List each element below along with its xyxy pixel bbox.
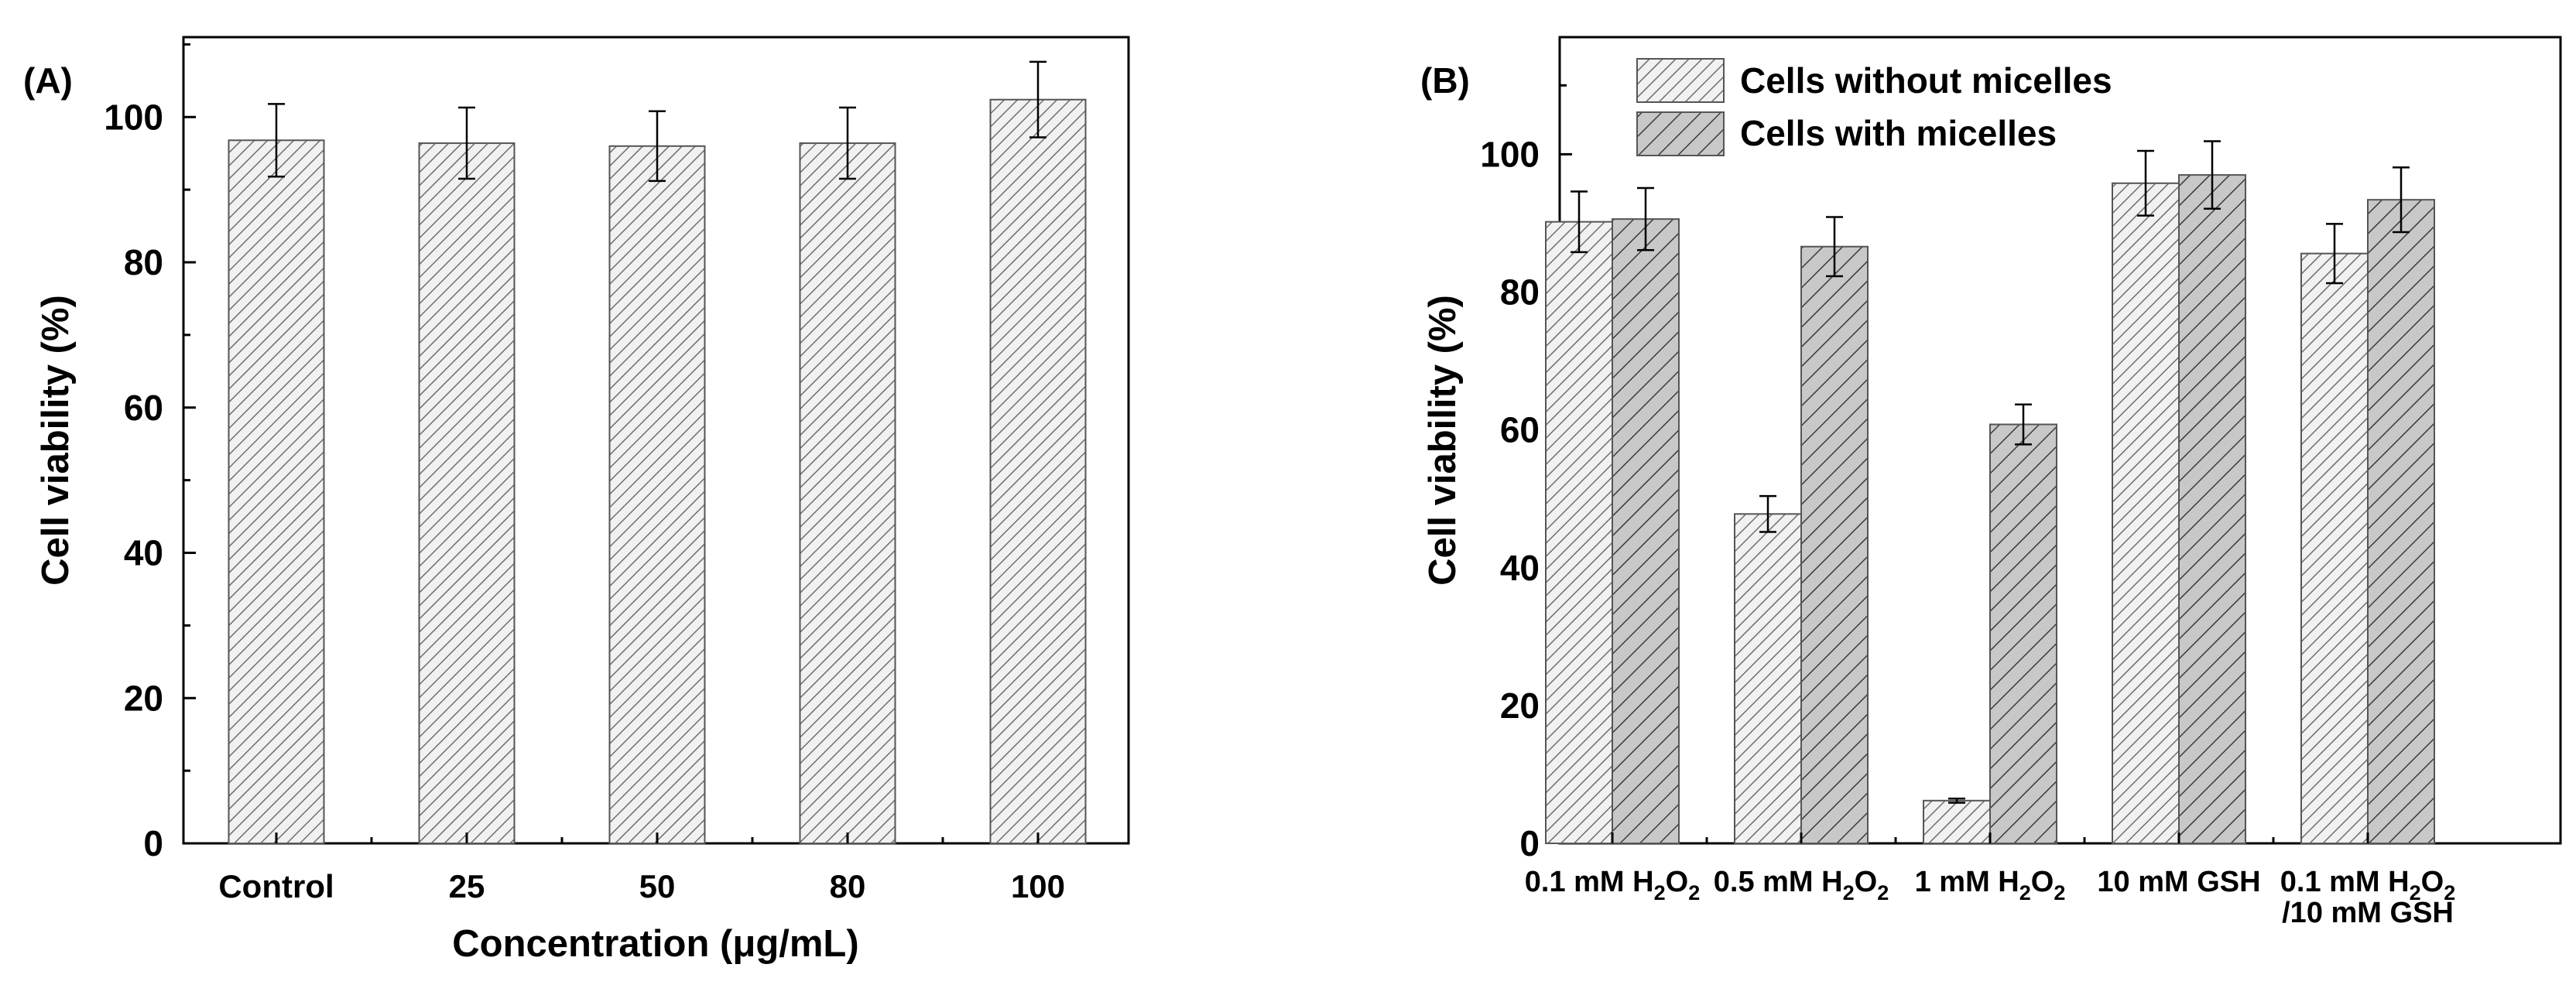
a-bar xyxy=(418,142,516,845)
a-y-tick-label: 80 xyxy=(124,242,163,282)
a-y-tick-label: 100 xyxy=(104,97,163,137)
b-bar xyxy=(1923,799,1991,845)
legend-label-without-micelles: Cells without micelles xyxy=(1740,60,2112,101)
b-bar xyxy=(1989,423,2057,844)
a-x-tick-label: 100 xyxy=(1011,868,1065,904)
a-bar xyxy=(608,145,706,845)
a-x-tick-label: 80 xyxy=(830,868,866,904)
a-y-tick-label: 20 xyxy=(124,678,163,718)
b-y-tick-label: 40 xyxy=(1500,548,1540,588)
legend-swatch-with-micelles xyxy=(1636,111,1725,156)
a-x-tick-label: 25 xyxy=(449,868,485,904)
b-bar xyxy=(2300,252,2369,844)
b-y-tick-label: 0 xyxy=(1519,823,1540,863)
panel-a-bars xyxy=(228,60,1087,845)
b-bar xyxy=(1800,245,1869,844)
b-x-tick-label: 0.1 mM H2O2 xyxy=(1525,866,1700,904)
b-y-tick-label: 60 xyxy=(1500,410,1540,450)
panel-b-legend: Cells without micelles Cells with micell… xyxy=(1636,58,2112,156)
b-bar xyxy=(2112,182,2180,845)
b-x-tick-label-line2: /10 mM GSH xyxy=(2282,897,2454,929)
a-x-tick-label: Control xyxy=(218,868,334,904)
a-bar xyxy=(989,98,1087,845)
b-x-tick-label: 10 mM GSH xyxy=(2097,866,2260,898)
panel-a-y-ticks: 0 20 40 60 80 100 xyxy=(104,43,196,863)
panel-a-x-ticks: Control 25 50 80 100 xyxy=(218,833,1065,904)
b-x-tick-label: 0.1 mM H2O2 xyxy=(2280,866,2455,904)
a-x-tick-label: 50 xyxy=(639,868,676,904)
panel-a-label: (A) xyxy=(23,60,73,101)
a-bar xyxy=(799,142,896,845)
b-bar xyxy=(1612,218,1680,845)
legend-swatch-without-micelles xyxy=(1636,58,1725,103)
panel-a-y-axis-title: Cell viability (%) xyxy=(35,295,77,586)
b-x-tick-label: 1 mM H2O2 xyxy=(1915,866,2066,904)
panel-b-y-axis-title: Cell viability (%) xyxy=(1422,295,1464,586)
panel-b-label: (B) xyxy=(1420,60,1470,101)
legend-label-with-micelles: Cells with micelles xyxy=(1740,113,2057,153)
b-bar xyxy=(1734,513,1802,844)
b-y-tick-label: 20 xyxy=(1500,686,1540,726)
panel-b-bars xyxy=(1545,140,2435,845)
b-x-tick-label: 0.5 mM H2O2 xyxy=(1714,866,1889,904)
panel-b-x-ticks: 0.1 mM H2O2 0.5 mM H2O2 1 mM H2O2 10 mM GSH… xyxy=(1525,833,2455,929)
a-y-tick-label: 0 xyxy=(143,823,163,863)
b-y-tick-label: 80 xyxy=(1500,272,1540,313)
panel-b-chart: (B) Cell viability (%) 0 20 40 60 80 100 0.1 … xyxy=(1420,36,2562,929)
b-y-tick-label: 100 xyxy=(1480,134,1540,174)
a-y-tick-label: 40 xyxy=(124,533,163,573)
a-y-tick-label: 60 xyxy=(124,388,163,428)
a-bar xyxy=(228,139,325,844)
panel-a-chart: (A) Cell viability (%) Concentration (μg… xyxy=(23,36,1130,965)
panel-a-x-axis-title: Concentration (μg/mL) xyxy=(452,923,858,965)
b-bar xyxy=(1545,221,1613,844)
b-bar xyxy=(2367,199,2435,844)
b-bar xyxy=(2178,174,2246,845)
